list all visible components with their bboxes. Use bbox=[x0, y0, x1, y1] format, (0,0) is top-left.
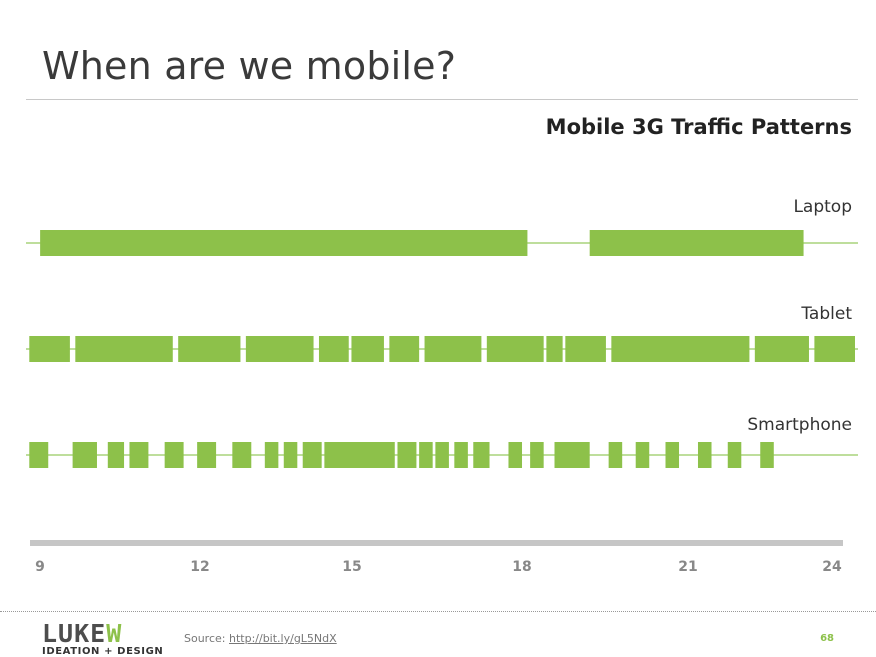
laptop-usage-bar bbox=[589, 230, 804, 256]
series-label-laptop: Laptop bbox=[793, 197, 852, 217]
smartphone-usage-bar bbox=[554, 442, 590, 468]
smartphone-usage-bar bbox=[397, 442, 417, 468]
smartphone-usage-bar bbox=[697, 442, 712, 468]
footer-divider bbox=[0, 611, 876, 612]
smartphone-usage-bar bbox=[72, 442, 97, 468]
x-tick-label: 21 bbox=[678, 559, 697, 575]
x-tick-label: 24 bbox=[822, 559, 842, 575]
tablet-usage-bar bbox=[424, 336, 482, 362]
lukew-logo: LUKEW IDEATION + DESIGN bbox=[42, 619, 169, 657]
smartphone-usage-bar bbox=[608, 442, 623, 468]
x-tick-label: 15 bbox=[342, 559, 361, 575]
smartphone-usage-bar bbox=[324, 442, 395, 468]
tablet-usage-bar bbox=[75, 336, 173, 362]
x-tick-label: 12 bbox=[190, 559, 209, 575]
logo-wordmark: LUKEW bbox=[42, 619, 123, 648]
smartphone-usage-bar bbox=[164, 442, 184, 468]
smartphone-usage-bar bbox=[302, 442, 322, 468]
smartphone-usage-bar bbox=[435, 442, 449, 468]
logo-tagline: IDEATION + DESIGN bbox=[42, 646, 164, 657]
laptop-usage-bar bbox=[40, 230, 528, 256]
series-tablet: Tablet bbox=[26, 304, 858, 362]
smartphone-usage-bar bbox=[129, 442, 149, 468]
smartphone-usage-bar bbox=[232, 442, 252, 468]
tablet-usage-bar bbox=[351, 336, 384, 362]
tablet-usage-bar bbox=[29, 336, 70, 362]
smartphone-usage-bar bbox=[473, 442, 490, 468]
title-divider bbox=[26, 99, 858, 100]
tablet-usage-bar bbox=[546, 336, 563, 362]
x-tick-label: 18 bbox=[512, 559, 531, 575]
series-label-smartphone: Smartphone bbox=[747, 415, 852, 435]
smartphone-usage-bar bbox=[530, 442, 544, 468]
smartphone-usage-bar bbox=[454, 442, 468, 468]
source-credit: Source: http://bit.ly/gL5NdX bbox=[184, 632, 337, 645]
series-label-tablet: Tablet bbox=[800, 304, 852, 324]
smartphone-usage-bar bbox=[665, 442, 680, 468]
smartphone-usage-bar bbox=[29, 442, 49, 468]
tablet-usage-bar bbox=[611, 336, 750, 362]
smartphone-usage-bar bbox=[264, 442, 279, 468]
tablet-usage-bar bbox=[486, 336, 544, 362]
smartphone-usage-bar bbox=[508, 442, 523, 468]
tablet-usage-bar bbox=[318, 336, 349, 362]
traffic-pattern-chart: Laptop Tablet Smartphone 9 12 15 18 21 24 bbox=[26, 197, 858, 575]
series-laptop: Laptop bbox=[26, 197, 858, 256]
chart-title: Mobile 3G Traffic Patterns bbox=[545, 115, 852, 139]
series-smartphone: Smartphone bbox=[26, 415, 858, 468]
x-tick-label: 9 bbox=[35, 559, 45, 575]
tablet-usage-bar bbox=[565, 336, 606, 362]
tablet-usage-bar bbox=[178, 336, 241, 362]
slide-title: When are we mobile? bbox=[42, 44, 457, 88]
tablet-usage-bar bbox=[245, 336, 314, 362]
smartphone-usage-bar bbox=[760, 442, 774, 468]
smartphone-usage-bar bbox=[283, 442, 298, 468]
smartphone-usage-bar bbox=[635, 442, 650, 468]
tablet-usage-bar bbox=[814, 336, 855, 362]
x-axis-line bbox=[30, 540, 843, 546]
smartphone-usage-bar bbox=[107, 442, 125, 468]
tablet-usage-bar bbox=[389, 336, 420, 362]
page-number: 68 bbox=[820, 633, 834, 644]
smartphone-usage-bar bbox=[727, 442, 742, 468]
smartphone-usage-bar bbox=[419, 442, 433, 468]
source-link[interactable]: http://bit.ly/gL5NdX bbox=[229, 632, 337, 645]
source-label: Source: bbox=[184, 632, 226, 645]
smartphone-usage-bar bbox=[197, 442, 217, 468]
tablet-usage-bar bbox=[754, 336, 809, 362]
